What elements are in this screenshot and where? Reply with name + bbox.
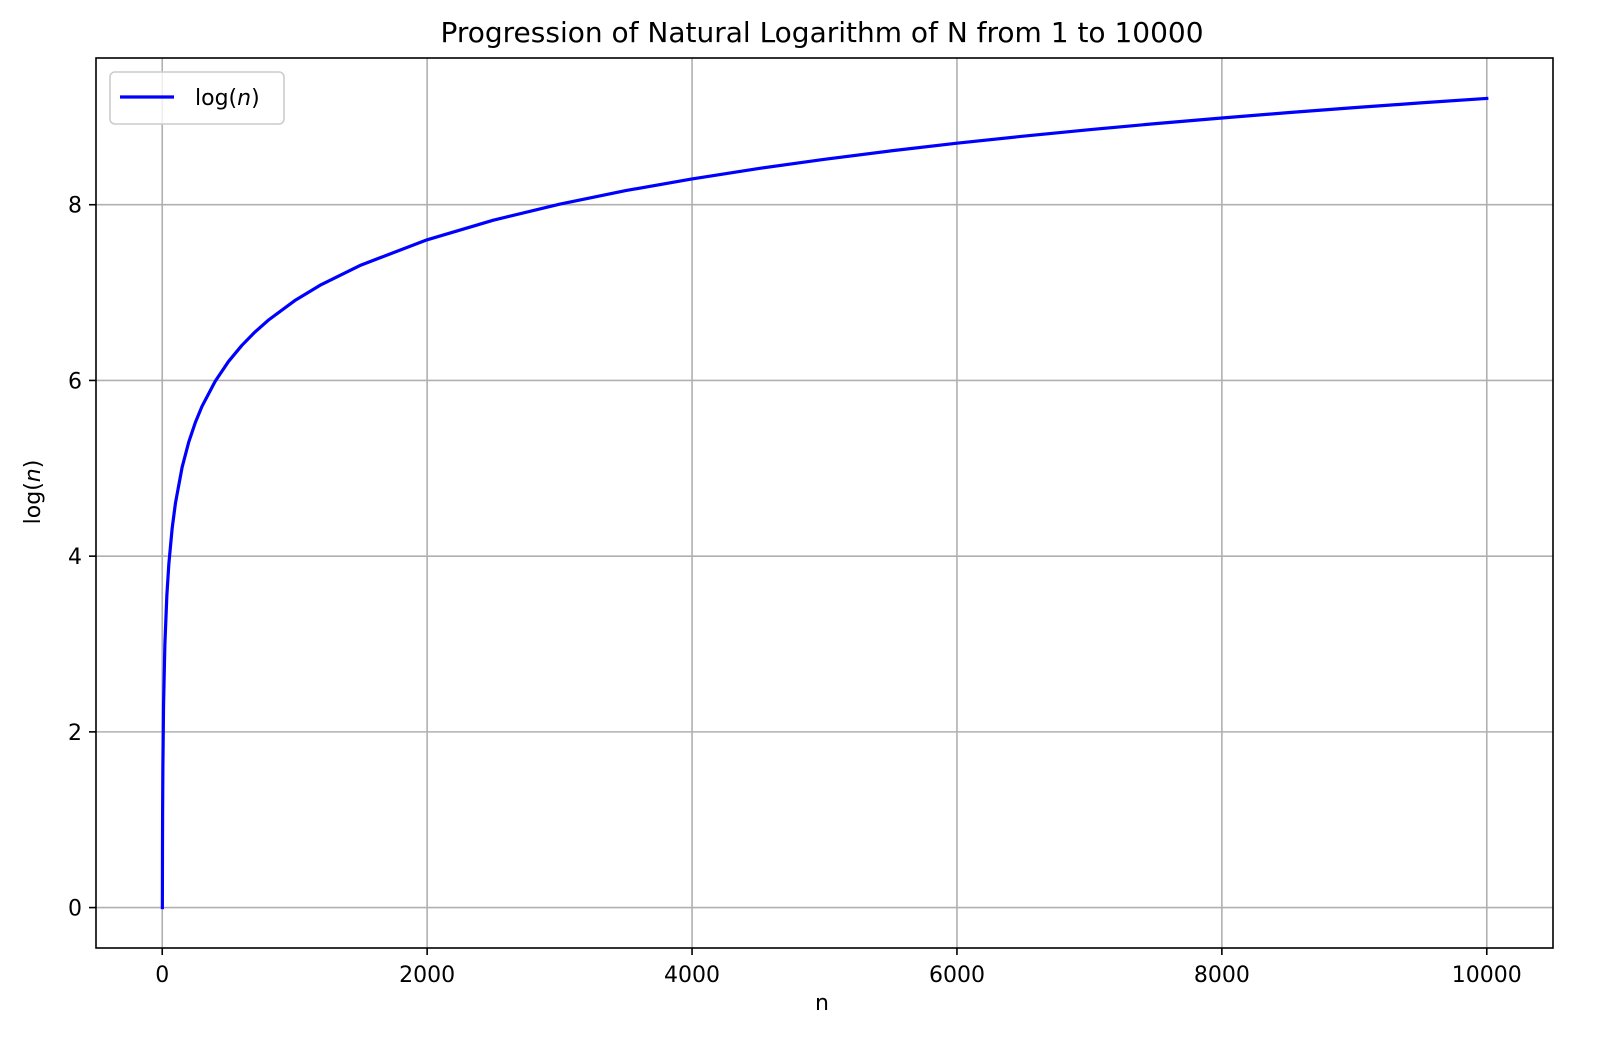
legend: log(n) xyxy=(109,71,285,125)
x-axis-label: n xyxy=(815,991,829,1016)
chart-title: Progression of Natural Logarithm of N fr… xyxy=(440,16,1203,49)
y-axis-label-suffix: ) xyxy=(21,460,46,469)
y-axis-ticks: 0 2 4 6 8 xyxy=(68,194,96,922)
legend-label-suffix: ) xyxy=(251,86,260,111)
y-tick-label: 6 xyxy=(68,369,82,394)
legend-label-log-n: log(n) xyxy=(195,86,260,111)
y-tick-label: 2 xyxy=(68,721,82,746)
y-axis-label-variable: n xyxy=(21,468,46,482)
x-axis-ticks: 0 2000 4000 6000 8000 10000 xyxy=(155,948,1522,988)
grid xyxy=(96,58,1553,948)
y-tick-label: 0 xyxy=(68,897,82,922)
series-line-log-n xyxy=(160,96,1489,910)
series-layer xyxy=(160,96,1489,910)
y-tick-label: 8 xyxy=(68,194,82,219)
x-tick-label: 8000 xyxy=(1194,963,1250,988)
y-axis-label-prefix: log( xyxy=(21,482,46,524)
x-tick-label: 10000 xyxy=(1452,963,1522,988)
legend-frame xyxy=(109,71,285,125)
x-tick-label: 2000 xyxy=(399,963,455,988)
legend-label-variable: n xyxy=(237,86,251,111)
x-tick-label: 6000 xyxy=(929,963,985,988)
legend-label-prefix: log( xyxy=(195,86,237,111)
x-tick-label: 4000 xyxy=(664,963,720,988)
y-axis-label: log(n) xyxy=(21,460,46,525)
axes-frame xyxy=(95,57,1554,949)
x-tick-label: 0 xyxy=(155,963,169,988)
y-tick-label: 4 xyxy=(68,545,82,570)
